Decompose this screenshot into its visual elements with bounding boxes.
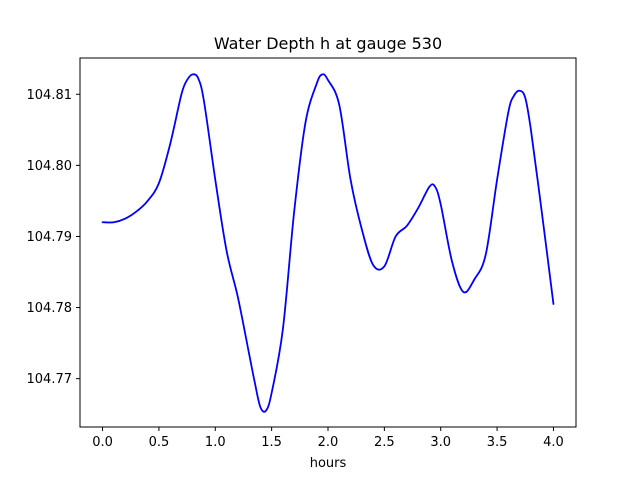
y-tick-label: 104.81 [27, 88, 73, 103]
x-tick-label: 0.0 [92, 435, 113, 450]
x-axis-label: hours [310, 456, 347, 471]
tick-layer: 0.0 0.5 1.0 1.5 2.0 2.5 3.0 3.5 4.0 104.77 104.78 1… [27, 88, 564, 450]
y-tick-label: 104.78 [27, 301, 73, 316]
y-tick-label: 104.77 [27, 372, 73, 387]
plot-layer [101, 73, 555, 413]
x-tick-label: 4.0 [543, 435, 564, 450]
x-tick-label: 1.0 [205, 435, 226, 450]
chart-title: Water Depth h at gauge 530 [214, 34, 442, 53]
x-tick-label: 0.5 [149, 435, 170, 450]
y-tick-label: 104.80 [27, 159, 73, 174]
x-tick-label: 1.5 [261, 435, 282, 450]
x-tick-label: 2.5 [374, 435, 395, 450]
axes-frame [79, 57, 577, 428]
x-tick-label: 2.0 [318, 435, 339, 450]
series-line [101, 73, 555, 413]
x-tick-label: 3.0 [430, 435, 451, 450]
x-tick-label: 3.5 [487, 435, 508, 450]
y-tick-label: 104.79 [27, 230, 73, 245]
